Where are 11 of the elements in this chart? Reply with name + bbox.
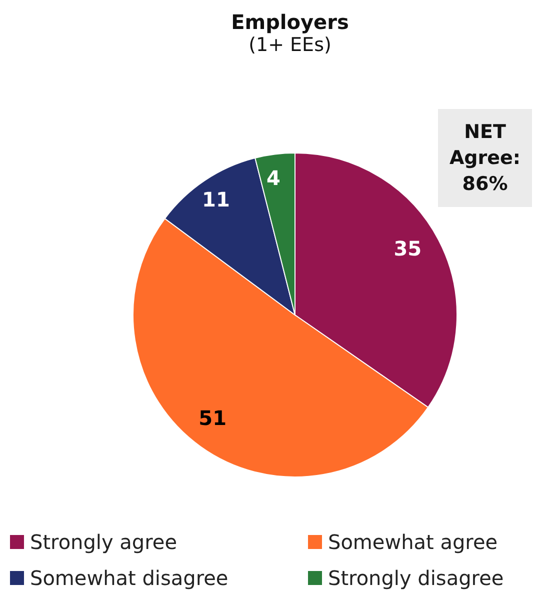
legend-label: Strongly disagree: [328, 566, 504, 590]
legend-label: Somewhat agree: [328, 530, 498, 554]
text: NET Agree: 86%: [438, 109, 532, 207]
legend-label: Strongly agree: [30, 530, 178, 554]
chart-title: Employers: [230, 10, 350, 34]
data-label: 11: [202, 188, 230, 212]
data-label: 4: [266, 166, 280, 190]
chart-subtitle: (1+ EEs): [248, 34, 332, 56]
data-label: 51: [198, 406, 227, 430]
data-label: 35: [394, 236, 422, 260]
legend-label: Somewhat disagree: [30, 566, 228, 590]
